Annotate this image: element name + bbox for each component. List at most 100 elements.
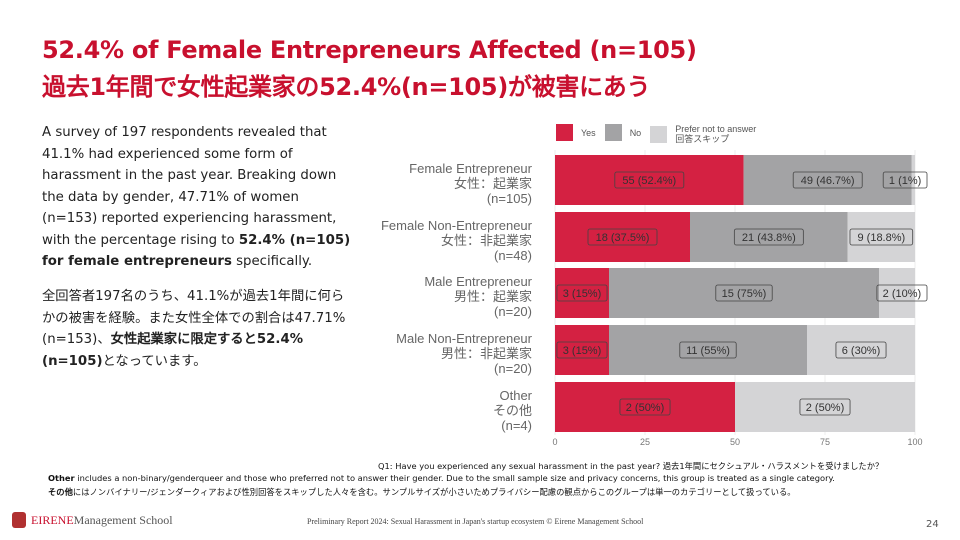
category-ja: 男性：非起業家 (440, 346, 532, 361)
x-tick-label: 25 (640, 437, 650, 447)
chart-legend: Yes No Prefer not to answer 回答スキップ (556, 124, 765, 144)
text: A survey of 197 respondents revealed tha… (42, 125, 337, 248)
note-bold: その他 (48, 487, 73, 497)
logo-text: Management School (73, 512, 173, 527)
legend-swatch (556, 124, 573, 141)
category-n: (n=105) (486, 191, 532, 206)
x-tick-label: 50 (730, 437, 740, 447)
category-n: (n=20) (494, 361, 532, 376)
bar-segment (555, 212, 690, 262)
data-label: 49 (46.7%) (801, 175, 855, 187)
data-label: 15 (75%) (722, 288, 767, 300)
data-label-box (849, 228, 914, 246)
note-ja: その他にはノンバイナリー/ジェンダークィアおよび性別回答をスキップした人々を含む… (48, 486, 796, 498)
data-label-box (619, 398, 671, 416)
y-category-label: Female Non-Entrepreneur 女性：非起業家 (n=48) (381, 218, 532, 263)
paragraph-ja: 全回答者197名のうち、41.1%が過去1年間に何らかの被害を経験。また女性全体… (42, 286, 357, 372)
logo-brand: EIRENE (31, 512, 74, 527)
legend-label-ja: 回答スキップ (675, 134, 730, 144)
data-label-box (556, 341, 608, 359)
data-label: 2 (50%) (806, 402, 845, 414)
bar-segment (609, 268, 879, 318)
seal-icon (12, 512, 26, 528)
text: 全回答者197名のうち、41.1%が過去1年間に何らかの被害を経験。また女性全体… (42, 289, 346, 347)
page-number: 24 (926, 519, 939, 530)
legend-label: Prefer not to answer (675, 124, 757, 134)
emphasis: 女性起業家に限定すると52.4%(n=105) (42, 332, 304, 369)
data-label: 1 (1%) (889, 175, 921, 187)
category-ja: その他 (492, 403, 532, 418)
data-label-box (556, 284, 608, 302)
bar-segment (911, 155, 915, 205)
data-label-box (835, 341, 887, 359)
data-label-box (882, 171, 928, 189)
y-category-label: Female Entrepreneur 女性：起業家 (n=105) (409, 161, 532, 206)
y-category-label: Male Entrepreneur 男性：起業家 (n=20) (424, 274, 532, 319)
bar-segment (743, 155, 912, 205)
bar-segment (555, 325, 609, 375)
logo: EIRENE Management School (12, 512, 173, 528)
credit: Preliminary Report 2024: Sexual Harassme… (307, 517, 644, 526)
data-label: 55 (52.4%) (622, 175, 676, 187)
x-tick-label: 0 (552, 437, 557, 447)
data-label: 2 (10%) (883, 288, 922, 300)
text: となっています。 (102, 353, 207, 369)
bar-segment (690, 212, 848, 262)
data-label: 3 (15%) (563, 345, 602, 357)
category-ja: 女性：非起業家 (440, 233, 532, 248)
stacked-bar-chart: 0 25 50 75 100 55 (52.4%) 49 (46.7%) 1 (1%) 18 (… (552, 150, 928, 447)
bar-segment (555, 268, 609, 318)
legend-label: No (629, 127, 642, 138)
category-ja: 男性：起業家 (453, 289, 532, 304)
category-n: (n=48) (494, 248, 532, 263)
category-en: Female Non-Entrepreneur (380, 218, 532, 233)
paragraph-en: A survey of 197 respondents revealed tha… (42, 122, 357, 273)
data-label-box (587, 228, 658, 246)
data-label: 11 (55%) (686, 345, 730, 357)
note-text: にはノンバイナリー/ジェンダークィアおよび性別回答をスキップした人々を含む。サン… (72, 487, 796, 497)
note-text: includes a non-binary/genderqueer and th… (74, 473, 835, 483)
legend-label: Yes (581, 127, 596, 138)
legend-skip: Prefer not to answer 回答スキップ (650, 124, 756, 144)
data-label: 9 (18.8%) (857, 232, 905, 244)
category-n: (n=4) (501, 418, 532, 433)
emphasis: 52.4% (n=105) for female entrepreneurs (42, 232, 351, 270)
question-note: Q1: Have you experienced any sexual hara… (378, 461, 884, 471)
category-n: (n=20) (494, 304, 532, 319)
bar-segment (847, 212, 915, 262)
data-label-box (715, 284, 773, 302)
bar-segment (555, 382, 735, 432)
x-tick-label: 100 (907, 437, 922, 447)
bar-segment (879, 268, 915, 318)
legend-yes: Yes (556, 124, 596, 141)
data-label-box (799, 398, 851, 416)
title-ja: 過去1年間で女性起業家の52.4%(n=105)が被害にあう (42, 73, 651, 101)
x-tick-label: 75 (820, 437, 830, 447)
text: specifically. (231, 254, 313, 269)
y-category-label: Male Non-Entrepreneur 男性：非起業家 (n=20) (396, 331, 532, 376)
data-label: 2 (50%) (626, 402, 665, 414)
category-en: Male Non-Entrepreneur (396, 331, 532, 346)
legend-swatch (650, 125, 668, 143)
y-category-label: Other その他 (n=4) (493, 388, 532, 433)
data-label-box (614, 171, 685, 189)
category-en: Male Entrepreneur (424, 274, 532, 289)
bar-segment (555, 155, 744, 205)
bar-segment (807, 325, 915, 375)
title-en: 52.4% of Female Entrepreneurs Affected (… (42, 36, 697, 64)
legend-swatch (604, 124, 622, 141)
data-label-box (792, 171, 863, 189)
data-label: 18 (37.5%) (596, 232, 650, 244)
data-label-box (679, 341, 737, 359)
category-ja: 女性：起業家 (453, 176, 532, 191)
category-en: Other (499, 388, 532, 403)
data-label-box (733, 228, 804, 246)
legend-no: No (604, 124, 642, 141)
bar-segment (609, 325, 807, 375)
note-bold: Other (48, 473, 75, 483)
bar-segment (735, 382, 915, 432)
data-label: 6 (30%) (842, 345, 881, 357)
data-label: 3 (15%) (563, 288, 602, 300)
note-en: Other includes a non-binary/genderqueer … (48, 473, 835, 483)
